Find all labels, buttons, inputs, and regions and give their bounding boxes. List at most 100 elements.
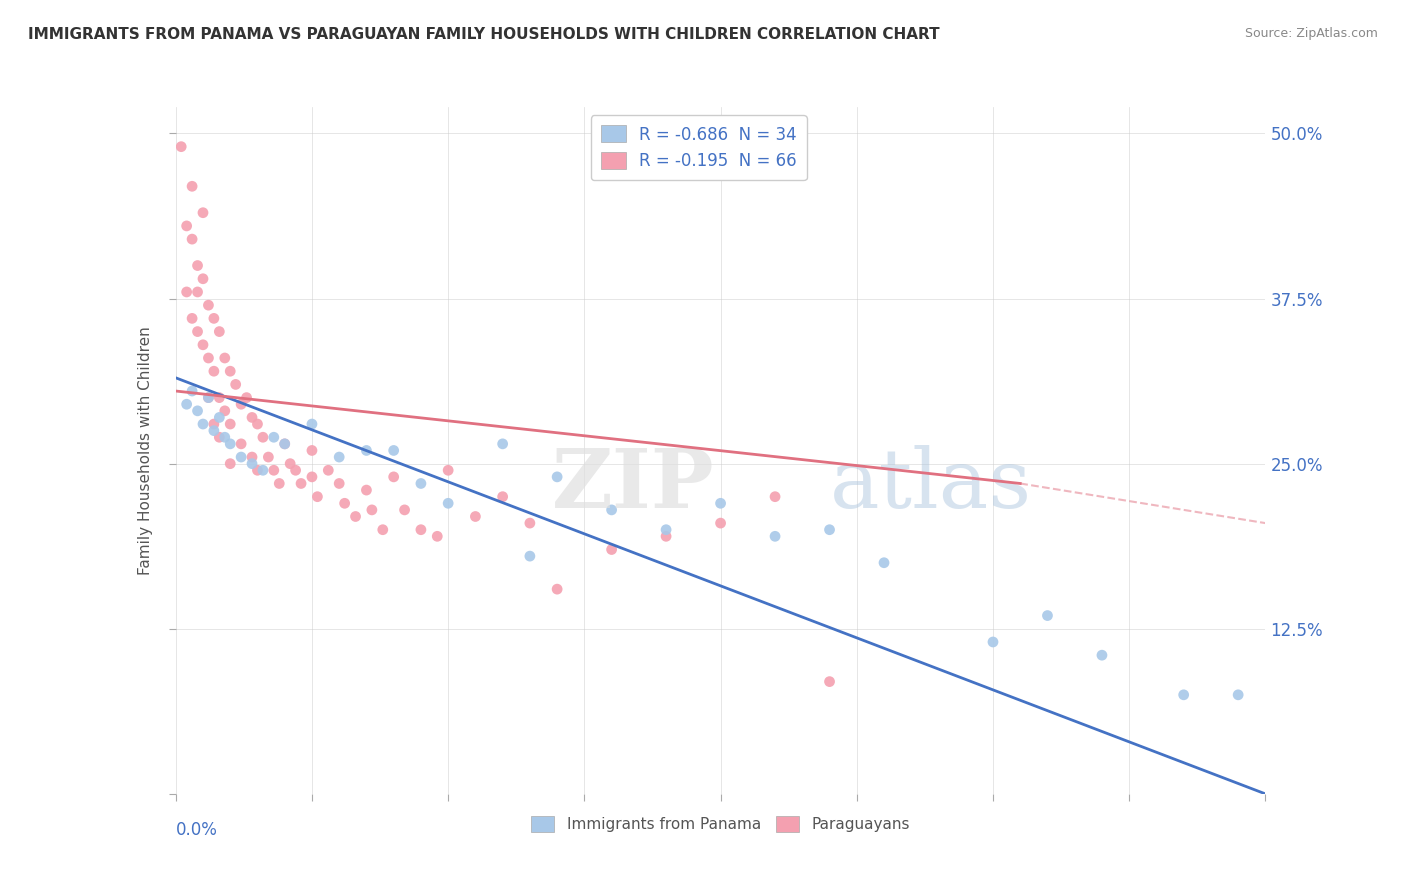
- Point: [214, 404, 236, 418]
- Point: [252, 430, 274, 444]
- Point: [818, 523, 841, 537]
- Point: [290, 476, 312, 491]
- Point: [873, 556, 896, 570]
- Point: [240, 450, 263, 464]
- Point: [263, 463, 285, 477]
- Point: [356, 483, 378, 497]
- Point: [197, 391, 219, 405]
- Point: [655, 523, 678, 537]
- Legend: Immigrants from Panama, Paraguayans: Immigrants from Panama, Paraguayans: [522, 807, 920, 841]
- Point: [600, 503, 623, 517]
- Point: [263, 430, 285, 444]
- Point: [546, 582, 568, 596]
- Point: [246, 417, 269, 431]
- Point: [328, 450, 350, 464]
- Point: [371, 523, 394, 537]
- Point: [269, 476, 291, 491]
- Point: [231, 450, 253, 464]
- Point: [197, 391, 219, 405]
- Point: [208, 430, 231, 444]
- Point: [818, 674, 841, 689]
- Point: [763, 529, 786, 543]
- Point: [181, 384, 204, 398]
- Point: [246, 463, 269, 477]
- Point: [344, 509, 367, 524]
- Point: [176, 397, 198, 411]
- Point: [191, 205, 214, 219]
- Point: [176, 219, 198, 233]
- Point: [240, 457, 263, 471]
- Point: [1227, 688, 1250, 702]
- Point: [274, 437, 297, 451]
- Point: [382, 470, 405, 484]
- Point: [301, 417, 323, 431]
- Point: [231, 397, 253, 411]
- Point: [219, 457, 242, 471]
- Point: [240, 410, 263, 425]
- Point: [191, 417, 214, 431]
- Point: [763, 490, 786, 504]
- Point: [426, 529, 449, 543]
- Point: [1173, 688, 1195, 702]
- Point: [464, 509, 486, 524]
- Point: [219, 417, 242, 431]
- Text: IMMIGRANTS FROM PANAMA VS PARAGUAYAN FAMILY HOUSEHOLDS WITH CHILDREN CORRELATION: IMMIGRANTS FROM PANAMA VS PARAGUAYAN FAM…: [28, 27, 939, 42]
- Point: [301, 470, 323, 484]
- Text: ZIP: ZIP: [553, 445, 714, 524]
- Text: Source: ZipAtlas.com: Source: ZipAtlas.com: [1244, 27, 1378, 40]
- Point: [394, 503, 416, 517]
- Point: [252, 463, 274, 477]
- Point: [710, 516, 733, 530]
- Point: [1091, 648, 1114, 663]
- Text: 0.0%: 0.0%: [176, 822, 218, 839]
- Point: [284, 463, 307, 477]
- Point: [186, 404, 209, 418]
- Point: [360, 503, 382, 517]
- Point: [409, 476, 432, 491]
- Point: [328, 476, 350, 491]
- Point: [981, 635, 1004, 649]
- Point: [257, 450, 280, 464]
- Point: [492, 437, 515, 451]
- Point: [191, 271, 214, 285]
- Point: [710, 496, 733, 510]
- Point: [219, 364, 242, 378]
- Point: [492, 490, 515, 504]
- Point: [170, 139, 193, 153]
- Point: [274, 437, 297, 451]
- Point: [208, 410, 231, 425]
- Point: [409, 523, 432, 537]
- Point: [186, 259, 209, 273]
- Point: [235, 391, 257, 405]
- Point: [202, 311, 225, 326]
- Point: [208, 325, 231, 339]
- Point: [356, 443, 378, 458]
- Y-axis label: Family Households with Children: Family Households with Children: [138, 326, 153, 574]
- Point: [333, 496, 356, 510]
- Point: [208, 391, 231, 405]
- Point: [655, 529, 678, 543]
- Point: [301, 443, 323, 458]
- Text: atlas: atlas: [830, 445, 1032, 524]
- Point: [197, 298, 219, 312]
- Point: [186, 285, 209, 299]
- Point: [202, 417, 225, 431]
- Point: [437, 463, 460, 477]
- Point: [231, 437, 253, 451]
- Point: [214, 430, 236, 444]
- Point: [600, 542, 623, 557]
- Point: [278, 457, 301, 471]
- Point: [202, 424, 225, 438]
- Point: [437, 496, 460, 510]
- Point: [197, 351, 219, 365]
- Point: [219, 437, 242, 451]
- Point: [176, 285, 198, 299]
- Point: [202, 364, 225, 378]
- Point: [519, 516, 541, 530]
- Point: [186, 325, 209, 339]
- Point: [546, 470, 568, 484]
- Point: [1036, 608, 1059, 623]
- Point: [181, 232, 204, 246]
- Point: [307, 490, 329, 504]
- Point: [225, 377, 247, 392]
